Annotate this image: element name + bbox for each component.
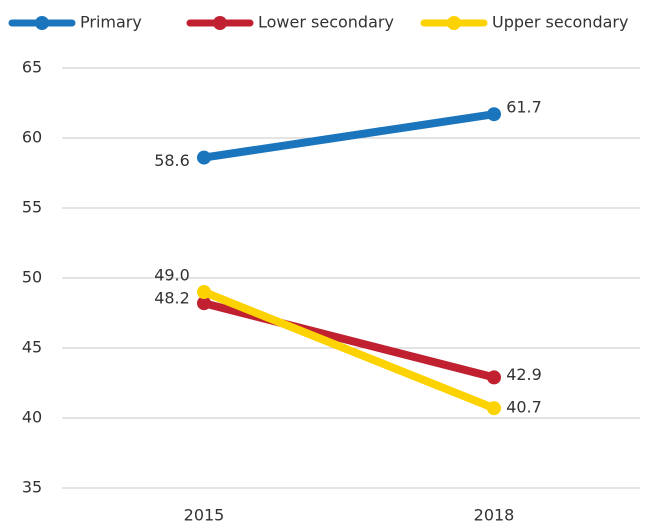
data-label: 48.2 [154, 289, 190, 308]
data-label: 58.6 [154, 151, 190, 170]
y-tick-label: 35 [22, 478, 42, 497]
x-tick-label: 2015 [184, 506, 225, 525]
y-tick-label: 65 [22, 58, 42, 77]
legend-marker [213, 16, 227, 30]
y-tick-label: 55 [22, 198, 42, 217]
legend-marker [35, 16, 49, 30]
point [487, 107, 501, 122]
data-label: 40.7 [506, 398, 542, 417]
series-line [200, 288, 498, 413]
data-label: 49.0 [154, 266, 190, 285]
point [197, 285, 211, 299]
y-tick-label: 45 [22, 338, 42, 357]
legend-label: Lower secondary [258, 13, 394, 32]
legend-label: Upper secondary [492, 13, 628, 32]
legend-label: Primary [80, 13, 142, 32]
point [487, 401, 501, 416]
point [487, 370, 501, 385]
y-tick-label: 40 [22, 408, 42, 427]
series-line [200, 110, 498, 162]
point [197, 296, 211, 311]
data-label: 61.7 [506, 98, 542, 117]
data-label: 42.9 [506, 365, 542, 384]
y-tick-label: 50 [22, 268, 42, 287]
series-line [200, 299, 498, 382]
legend-marker [447, 16, 461, 30]
y-tick-label: 60 [22, 128, 42, 147]
x-tick-label: 2018 [474, 506, 515, 525]
point [197, 150, 211, 165]
